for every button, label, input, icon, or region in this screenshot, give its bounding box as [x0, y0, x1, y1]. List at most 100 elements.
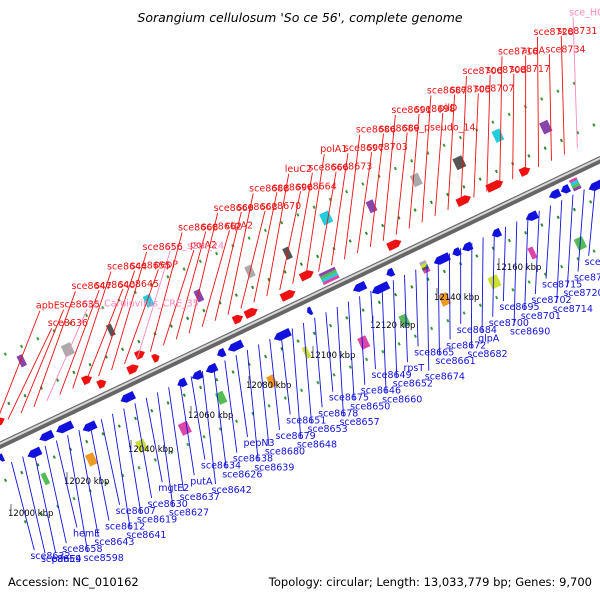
gene-label: putA [190, 476, 213, 487]
leader-line [280, 333, 291, 415]
bottom-strand-gene [549, 188, 562, 199]
gene-label: sce8680 [265, 447, 305, 458]
gene-label: sce8708 [486, 65, 526, 76]
gene-label: sce8700 [489, 318, 529, 329]
gene-label: sce8649 [371, 370, 411, 381]
gene-label: sce8653 [308, 424, 348, 435]
gene-label: sce8690 [510, 326, 550, 337]
gene-label: sce8635 [60, 300, 100, 311]
leader-line [448, 253, 451, 340]
rna-feature-band [568, 177, 578, 184]
gene-label: sce8636 [48, 318, 88, 329]
gene-label: sce8715 [542, 279, 582, 290]
leader-line [344, 134, 361, 260]
tick-label: 12020 kbp [64, 477, 109, 487]
gene-label: sce8639 [254, 462, 294, 473]
bottom-strand-gene [120, 391, 136, 403]
leader-line [227, 193, 254, 315]
leader-line [188, 212, 219, 334]
leader-line [577, 189, 585, 272]
leader-line [572, 17, 578, 149]
leader-line [111, 251, 147, 371]
leader-line [224, 360, 238, 453]
leader-line [447, 94, 456, 210]
leader-line [22, 456, 46, 554]
rna-feature-band [419, 260, 427, 266]
gene-label: pepN3 [244, 438, 275, 449]
leader-line [201, 230, 230, 328]
leader-line [588, 184, 596, 256]
top-strand-gene [279, 289, 296, 302]
gene-label: sce8626 [222, 469, 262, 480]
leader-line [0, 310, 41, 415]
leader-line [162, 249, 195, 346]
gene-label: sce8731 [557, 26, 597, 37]
gene-label: mgtE2 [158, 483, 189, 494]
gene-label: sce8713 [574, 272, 600, 283]
leader-line [548, 54, 552, 161]
gene-label: sce8658 [62, 544, 102, 555]
top-strand-gene [134, 350, 145, 360]
gene-label: sce8632 [30, 551, 70, 562]
gene-label: sce8674 [425, 372, 465, 383]
bottom-strand-gene [217, 347, 227, 358]
leader-line [566, 194, 574, 288]
map-title: Sorangium cellulosum 'So ce 56', complet… [137, 10, 462, 25]
bottom-strand-gene [0, 453, 5, 462]
leader-line [460, 75, 467, 204]
feature-box [357, 335, 371, 350]
rna-feature-band [322, 274, 340, 286]
leader-line [20, 309, 65, 414]
gene-label: polA2 [190, 240, 217, 251]
gene-label: hemE [73, 529, 100, 540]
leader-line [314, 317, 323, 408]
leader-line [512, 73, 515, 180]
gene-label: sce8643 [94, 537, 134, 548]
bottom-strand-gene [353, 281, 368, 292]
gene-label: sce8714 [553, 304, 593, 315]
leader-line [381, 285, 387, 394]
bottom-strand-gene [177, 377, 188, 387]
leader-line [302, 322, 312, 424]
leader-line [149, 232, 183, 352]
gene-labels: sce_HCV_SLIV_3sce8731sce8734sce8728aceAs… [30, 7, 600, 565]
bottom-strand-gene [491, 227, 503, 238]
gene-label: sce8634 [201, 461, 241, 472]
leader-line [318, 171, 337, 272]
leader-line [382, 115, 396, 241]
gene-label: sce8669 [214, 203, 254, 214]
top-strand-gene [518, 167, 531, 177]
leader-line [279, 191, 302, 291]
leader-line [347, 301, 355, 401]
top-strand-gene [243, 307, 258, 319]
gene-label: sce8701 [521, 311, 561, 322]
bottom-strand-gene [56, 420, 75, 434]
backbone-line [0, 155, 600, 450]
bottom-strand-gene [39, 429, 55, 442]
gene-label: sce8607 [116, 506, 156, 517]
tick-label: 12120 kbp [370, 321, 415, 331]
leader-line [395, 132, 408, 235]
feature-box [60, 342, 75, 358]
top-strand-gene [126, 364, 139, 375]
leader-line [292, 172, 313, 284]
gene-label: sce8630 [148, 499, 188, 510]
leader-line [123, 408, 142, 514]
leader-line [434, 112, 444, 217]
genome-summary-text: Topology: circular; Length: 13,033,779 b… [268, 575, 592, 589]
rna-feature-band [571, 182, 581, 189]
gene-label: sce8650 [350, 401, 390, 412]
gene-label: sce_HCV_SLIV_3 [569, 7, 600, 18]
gene-label: sce8651 [286, 415, 326, 426]
gene-label: sce8678 [318, 408, 358, 419]
top-strand-gene [151, 353, 160, 363]
gene-label: sce8688 [249, 183, 289, 194]
track-guide-0 [0, 122, 597, 410]
tick-label: 12100 kbp [310, 351, 355, 361]
gene-label: sce8703 [368, 142, 408, 153]
leader-line [537, 36, 539, 167]
bottom-strand-gene [462, 241, 474, 252]
feature-box [16, 354, 27, 368]
bottom-strand-gene [205, 362, 219, 374]
gene-label: sce8652 [393, 379, 433, 390]
